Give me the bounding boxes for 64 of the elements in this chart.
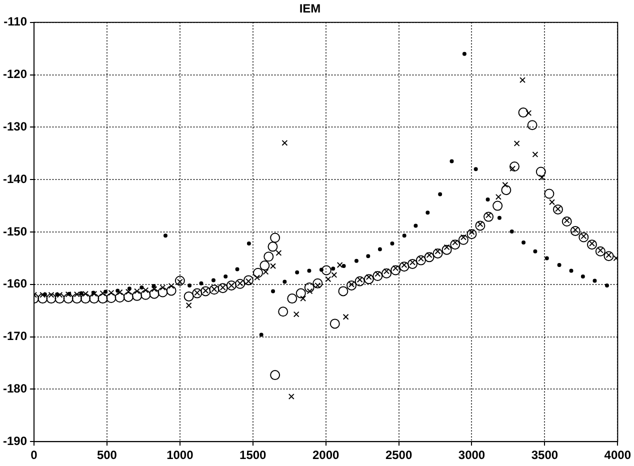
point (580, 274, 585, 279)
point (426, 210, 430, 215)
point (307, 268, 312, 273)
point (331, 266, 336, 271)
point (127, 286, 132, 291)
point (462, 52, 466, 56)
point (378, 247, 382, 252)
point (211, 278, 216, 282)
y-tick-label: -180 (2, 382, 28, 396)
point (605, 283, 609, 288)
point (342, 264, 346, 268)
point (569, 268, 574, 273)
point (199, 281, 204, 286)
point (224, 274, 228, 279)
point (116, 288, 120, 293)
point (522, 240, 526, 244)
point (486, 198, 490, 202)
point (235, 267, 240, 272)
point (282, 280, 287, 284)
x-tick-label: 1000 (166, 448, 194, 462)
y-tick-label: -140 (2, 172, 28, 186)
point (510, 229, 514, 234)
point (163, 234, 168, 238)
point (140, 286, 144, 290)
x-tick-label: 1500 (240, 448, 267, 462)
chart-title: IEM (299, 2, 321, 16)
point (497, 216, 502, 220)
point (544, 256, 549, 260)
x-tick-label: 4000 (604, 448, 632, 462)
point (366, 254, 370, 258)
y-tick-label: -130 (2, 120, 28, 134)
point (319, 268, 324, 272)
point (533, 249, 538, 254)
point (414, 224, 418, 228)
point (188, 283, 192, 288)
point (42, 292, 47, 296)
x-tick-label: 3000 (458, 448, 486, 462)
point (79, 291, 84, 296)
point (246, 242, 251, 246)
point (259, 332, 264, 337)
point (592, 278, 597, 283)
point (402, 234, 406, 238)
point (55, 292, 60, 296)
x-tick-label: 3500 (531, 448, 558, 462)
point (295, 270, 300, 274)
y-tick-label: -120 (2, 67, 28, 82)
point (438, 192, 442, 196)
x-tick-label: 2500 (385, 448, 412, 462)
x-tick-label: 0 (30, 448, 38, 462)
x-tick-label: 2000 (312, 448, 340, 462)
point (152, 284, 156, 288)
point (104, 290, 108, 294)
y-tick-label: -110 (4, 14, 28, 29)
point (474, 167, 478, 172)
point (390, 242, 394, 246)
y-tick-label: -150 (2, 224, 28, 238)
point (354, 258, 358, 263)
y-tick-label: -160 (2, 276, 28, 291)
point (450, 159, 454, 164)
point (271, 289, 276, 294)
x-tick-label: 500 (96, 448, 118, 462)
y-tick-label: -190 (2, 434, 28, 448)
y-tick-label: -170 (2, 329, 28, 344)
point (557, 263, 562, 268)
